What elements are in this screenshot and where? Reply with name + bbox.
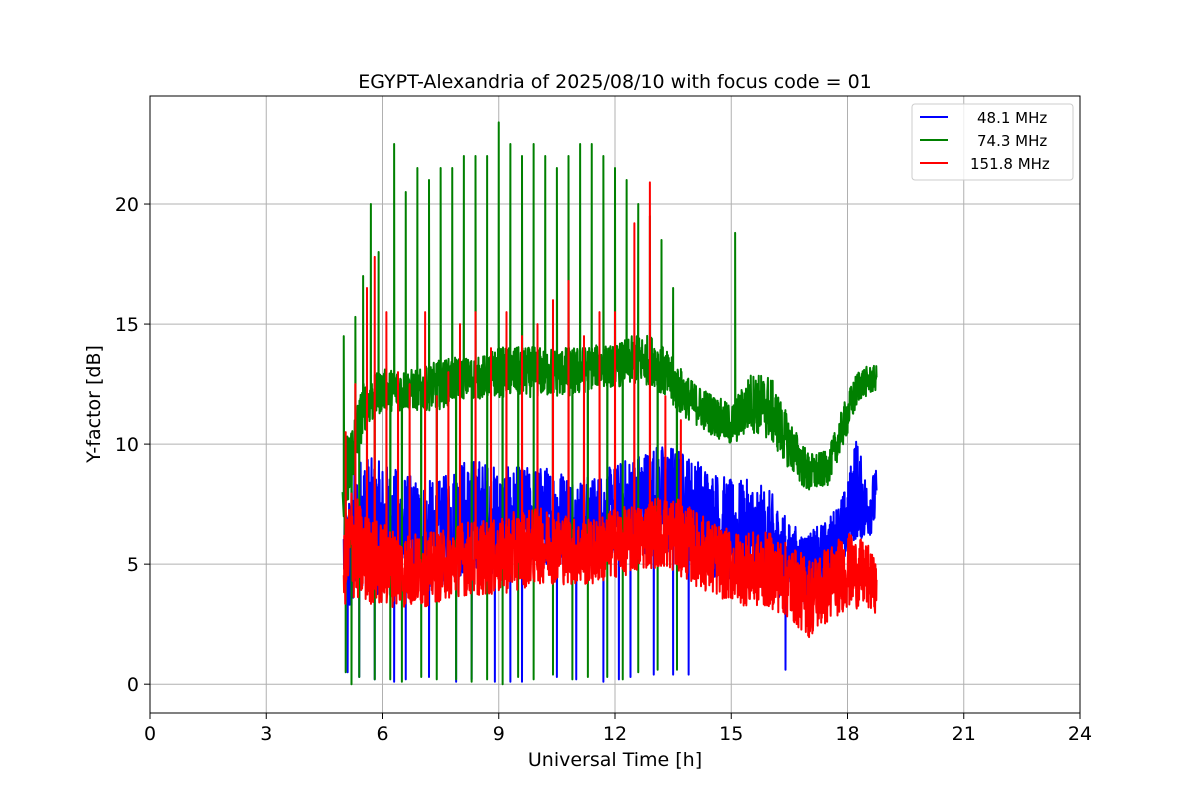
y-axis-title: Y-factor [dB] [83,345,105,464]
x-tick-label: 6 [376,723,388,745]
y-tick-label: 5 [127,554,139,576]
legend-entry-48-1-mhz: 48.1 MHz [920,109,1047,127]
x-tick-label: 24 [1068,723,1092,745]
legend-entry-151-8-mhz: 151.8 MHz [920,155,1050,173]
legend-label-74-3-mhz: 74.3 MHz [977,132,1047,150]
x-tick-label: 12 [603,723,627,745]
x-tick-label: 21 [952,723,976,745]
legend: 48.1 MHz 74.3 MHz 151.8 MHz [911,103,1074,181]
series-layer [341,121,878,686]
series-line-74-3-mhz [341,121,878,686]
x-axis-title: Universal Time [h] [528,749,702,771]
legend-entry-74-3-mhz: 74.3 MHz [920,132,1047,150]
x-tick-label: 15 [719,723,743,745]
y-tick-label: 15 [115,314,139,336]
legend-label-48-1-mhz: 48.1 MHz [977,109,1047,127]
y-tick-label: 20 [115,194,139,216]
x-tick-label: 9 [493,723,505,745]
x-tick-label: 3 [260,723,272,745]
x-tick-label: 0 [144,723,156,745]
ticks: 0 3 6 9 12 15 18 21 24 0 5 10 15 20 [115,194,1092,745]
legend-label-151-8-mhz: 151.8 MHz [970,155,1050,173]
chart-title: EGYPT-Alexandria of 2025/08/10 with focu… [358,71,872,93]
y-tick-label: 10 [115,434,139,456]
x-tick-label: 18 [835,723,859,745]
legend-box [911,103,1074,181]
y-tick-label: 0 [127,674,139,696]
series-line-151-8-mhz [342,181,878,639]
